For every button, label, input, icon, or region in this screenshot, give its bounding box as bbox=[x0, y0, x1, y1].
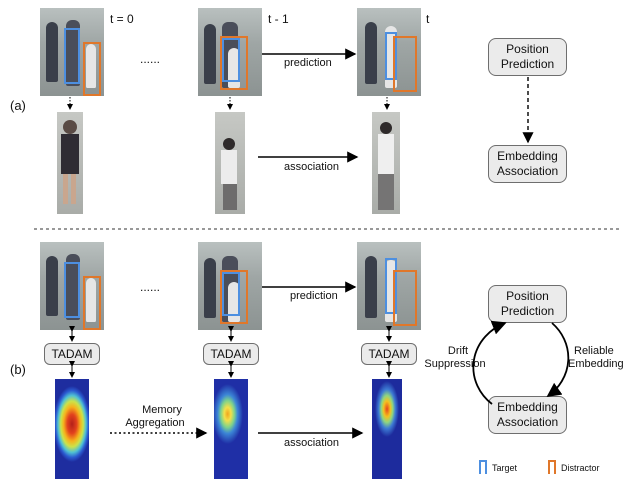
heatmap-t bbox=[372, 379, 402, 479]
tadam-box-2: TADAM bbox=[203, 343, 259, 365]
prediction-label-b: prediction bbox=[290, 290, 338, 302]
drift-suppression-arc bbox=[472, 320, 507, 405]
prediction-label-a: prediction bbox=[284, 57, 332, 69]
time-label-t: t bbox=[426, 12, 430, 26]
drift-line1: Drift bbox=[447, 345, 469, 357]
heatmap-t0 bbox=[55, 379, 89, 479]
frame-t-a bbox=[357, 8, 421, 96]
position-line1-b: Position bbox=[506, 289, 549, 303]
target-legend-icon bbox=[479, 460, 487, 474]
memory-line2: Aggregation bbox=[125, 417, 185, 429]
embedding-association-node-a: Embedding Association bbox=[488, 145, 567, 183]
tadam-box-1: TADAM bbox=[44, 343, 100, 365]
association-line2-b: Association bbox=[496, 415, 559, 429]
frame-t0-a bbox=[40, 8, 104, 96]
frame-t0-b bbox=[40, 242, 104, 330]
time-label-t0: t = 0 bbox=[110, 12, 134, 26]
time-label-tm1: t - 1 bbox=[268, 12, 289, 26]
heatmap-tm1 bbox=[214, 379, 248, 479]
target-legend-label: Target bbox=[492, 463, 518, 473]
distractor-legend-icon bbox=[548, 460, 556, 474]
reliable-embedding-arc bbox=[546, 322, 570, 398]
position-prediction-node-a: Position Prediction bbox=[488, 38, 567, 76]
frame-tm1-b bbox=[198, 242, 262, 330]
reliable-line1: Reliable bbox=[574, 345, 614, 357]
ellipsis-b: ...... bbox=[140, 280, 161, 294]
association-label-b: association bbox=[284, 437, 340, 449]
association-label-a: association bbox=[284, 161, 340, 173]
reliable-line2: Embedding bbox=[568, 358, 624, 370]
drift-line2: Suppression bbox=[424, 358, 486, 370]
frame-tm1-a bbox=[198, 8, 262, 96]
embedding-association-node-b: Embedding Association bbox=[488, 396, 567, 434]
part-a-label: (a) bbox=[10, 98, 26, 113]
embedding-line1-a: Embedding bbox=[497, 149, 558, 163]
crop-t0-a bbox=[57, 112, 83, 214]
memory-line1: Memory bbox=[142, 404, 182, 416]
distractor-legend-label: Distractor bbox=[561, 463, 600, 473]
crop-t-a bbox=[372, 112, 400, 214]
crop-tm1-a bbox=[215, 112, 245, 214]
prediction-line2-a: Prediction bbox=[500, 57, 555, 71]
association-line2-a: Association bbox=[496, 164, 559, 178]
prediction-line2-b: Prediction bbox=[500, 304, 555, 318]
ellipsis-a: ...... bbox=[140, 52, 161, 66]
embedding-line1-b: Embedding bbox=[497, 400, 558, 414]
frame-t-b bbox=[357, 242, 421, 330]
position-line1-a: Position bbox=[506, 42, 549, 56]
part-b-label: (b) bbox=[10, 362, 26, 377]
position-prediction-node-b: Position Prediction bbox=[488, 285, 567, 323]
